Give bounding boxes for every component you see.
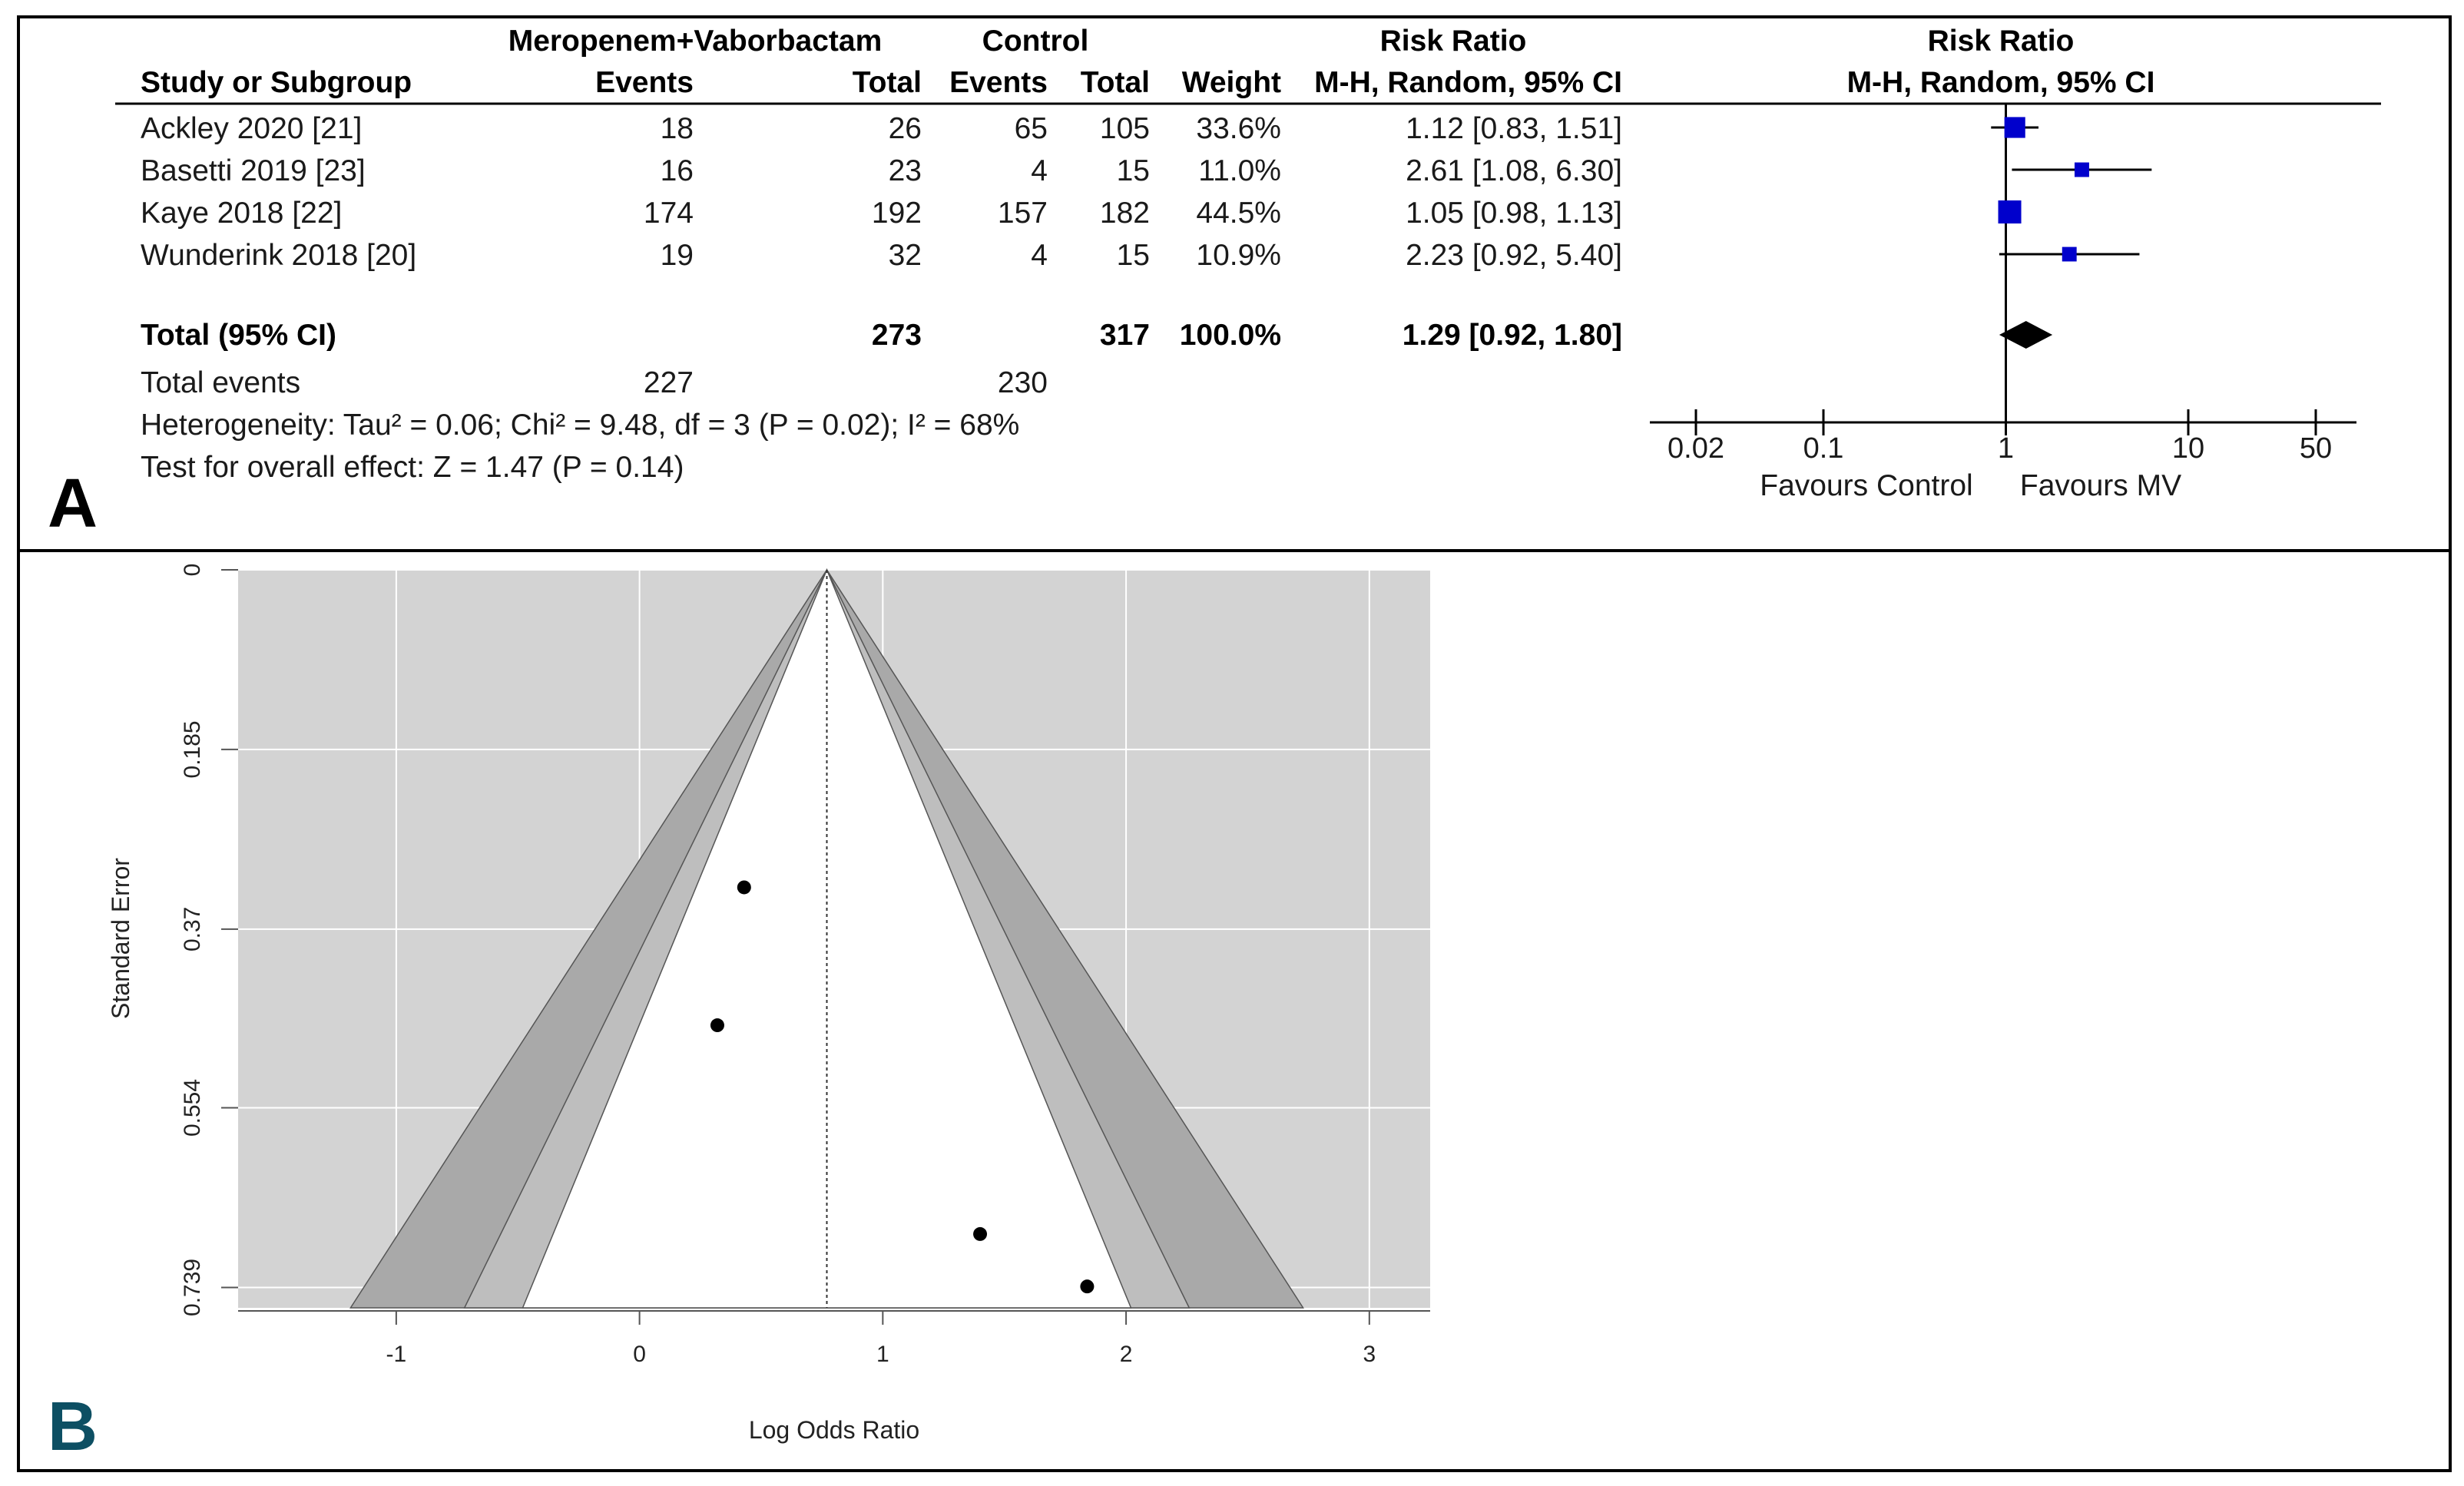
panel-a-border bbox=[17, 15, 2452, 552]
pooled-diamond bbox=[1999, 321, 2053, 349]
favours-mv-label: Favours MV bbox=[2020, 469, 2181, 502]
panel-a-forest-plot: Meropenem+Vaborbactam Control Risk Ratio… bbox=[48, 25, 2381, 542]
funnel-x-tick-label: 1 bbox=[876, 1342, 889, 1367]
study-events2: 65 bbox=[1015, 112, 1048, 145]
study-effect-square bbox=[2074, 162, 2089, 177]
forest-tick-label: 0.1 bbox=[1803, 432, 1844, 465]
study-ci-label: 2.61 [1.08, 6.30] bbox=[1406, 154, 1622, 187]
study-weight-label: 33.6% bbox=[1196, 112, 1281, 145]
funnel-plot-area: -1 0 1 2 3 0 0.185 0.37 0.554 0.739 bbox=[180, 564, 1430, 1367]
funnel-study-point bbox=[737, 880, 751, 895]
study-name: Wunderink 2018 [20] bbox=[141, 239, 416, 272]
funnel-study-point bbox=[710, 1018, 724, 1033]
header-method: M-H, Random, 95% CI bbox=[1314, 66, 1622, 99]
funnel-x-tick-label: 2 bbox=[1120, 1342, 1133, 1367]
study-rows: Ackley 2020 [21] 18 26 65 105 33.6% 1.12 [0.83… bbox=[141, 112, 1622, 272]
study-events2: 4 bbox=[1031, 239, 1048, 272]
total-weight: 100.0% bbox=[1180, 319, 1281, 352]
funnel-y-tick-label: 0.739 bbox=[180, 1259, 205, 1316]
study-ci-label: 2.23 [0.92, 5.40] bbox=[1406, 239, 1622, 272]
total-events2: 230 bbox=[998, 366, 1048, 399]
header-group1: Meropenem+Vaborbactam bbox=[508, 25, 883, 58]
forest-plot-area: 0.02 0.1 1 10 50 bbox=[1650, 104, 2356, 465]
study-total2: 105 bbox=[1100, 112, 1150, 145]
funnel-x-tick-label: 3 bbox=[1363, 1342, 1376, 1367]
funnel-y-label: Standard Error bbox=[107, 858, 134, 1019]
study-weight-label: 11.0% bbox=[1198, 154, 1281, 187]
study-effect-square bbox=[1998, 200, 2022, 224]
total-label: Total (95% CI) bbox=[141, 319, 336, 352]
study-total2: 15 bbox=[1117, 239, 1150, 272]
study-events1: 19 bbox=[661, 239, 694, 272]
funnel-x-label: Log Odds Ratio bbox=[749, 1416, 919, 1444]
total-total2: 317 bbox=[1100, 319, 1150, 352]
heterogeneity-text: Heterogeneity: Tau² = 0.06; Chi² = 9.48,… bbox=[141, 409, 1019, 442]
study-name: Basetti 2019 [23] bbox=[141, 154, 366, 187]
study-ci-label: 1.05 [0.98, 1.13] bbox=[1406, 197, 1622, 230]
study-total2: 15 bbox=[1117, 154, 1150, 187]
funnel-study-point bbox=[973, 1226, 988, 1241]
favours-control-label: Favours Control bbox=[1760, 469, 1972, 502]
study-weight-label: 10.9% bbox=[1196, 239, 1281, 272]
header-plot-risk-ratio: Risk Ratio bbox=[1928, 25, 2075, 58]
funnel-study-point bbox=[1080, 1279, 1095, 1294]
funnel-y-tick-label: 0.185 bbox=[180, 720, 205, 778]
header-events1: Events bbox=[595, 66, 694, 99]
total-total1: 273 bbox=[872, 319, 922, 352]
study-name: Ackley 2020 [21] bbox=[141, 112, 362, 145]
header-group2: Control bbox=[982, 25, 1089, 58]
study-events1: 18 bbox=[661, 112, 694, 145]
study-effect-square bbox=[2062, 247, 2077, 262]
header-risk-ratio: Risk Ratio bbox=[1380, 25, 1527, 58]
study-total1: 192 bbox=[872, 197, 922, 230]
study-total1: 26 bbox=[889, 112, 922, 145]
study-events1: 174 bbox=[644, 197, 694, 230]
study-events2: 157 bbox=[998, 197, 1048, 230]
total-ci: 1.29 [0.92, 1.80] bbox=[1403, 319, 1622, 352]
overall-effect-text: Test for overall effect: Z = 1.47 (P = 0… bbox=[141, 451, 684, 484]
forest-tick-label: 10 bbox=[2172, 432, 2204, 465]
header-events2: Events bbox=[949, 66, 1048, 99]
funnel-y-tick-label: 0.37 bbox=[180, 907, 205, 952]
header-total2: Total bbox=[1081, 66, 1150, 99]
forest-tick-label: 1 bbox=[1998, 432, 2014, 465]
study-weight-label: 44.5% bbox=[1196, 197, 1281, 230]
study-name: Kaye 2018 [22] bbox=[141, 197, 342, 230]
forest-tick-label: 0.02 bbox=[1668, 432, 1724, 465]
study-effect-square bbox=[2004, 117, 2025, 138]
study-total1: 23 bbox=[889, 154, 922, 187]
funnel-y-tick-label: 0.554 bbox=[180, 1079, 205, 1137]
forest-tick-label: 50 bbox=[2300, 432, 2332, 465]
header-study: Study or Subgroup bbox=[141, 66, 412, 99]
panel-a-letter: A bbox=[48, 465, 98, 542]
total-events-label: Total events bbox=[141, 366, 300, 399]
study-total2: 182 bbox=[1100, 197, 1150, 230]
study-total1: 32 bbox=[889, 239, 922, 272]
study-ci-label: 1.12 [0.83, 1.51] bbox=[1406, 112, 1622, 145]
panel-b-funnel-plot: -1 0 1 2 3 0 0.185 0.37 0.554 0.739 Log Odds Rati… bbox=[48, 564, 1430, 1465]
header-total1: Total bbox=[853, 66, 922, 99]
funnel-y-tick-label: 0 bbox=[180, 564, 205, 577]
total-events1: 227 bbox=[644, 366, 694, 399]
study-events2: 4 bbox=[1031, 154, 1048, 187]
funnel-x-tick-label: 0 bbox=[633, 1342, 646, 1367]
funnel-x-tick-label: -1 bbox=[386, 1342, 407, 1367]
study-events1: 16 bbox=[661, 154, 694, 187]
panel-b-letter: B bbox=[48, 1388, 98, 1465]
header-plot-method: M-H, Random, 95% CI bbox=[1847, 66, 2155, 99]
header-weight: Weight bbox=[1182, 66, 1281, 99]
